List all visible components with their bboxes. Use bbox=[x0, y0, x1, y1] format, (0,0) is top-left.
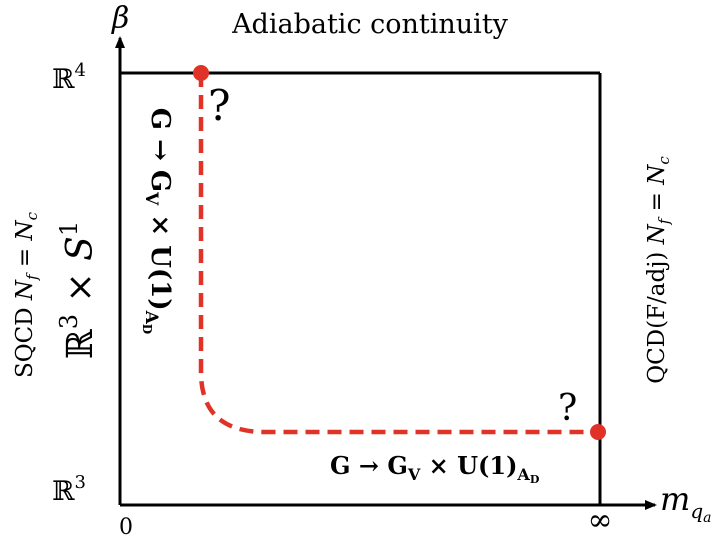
continuity-path bbox=[198, 73, 598, 435]
right-theory-label: QCD(F/adj) Nf = Nc bbox=[644, 156, 673, 384]
right-endpoint-dot bbox=[590, 424, 606, 440]
diagram-title: Adiabatic continuity bbox=[231, 9, 509, 40]
x-tick-infinity: ∞ bbox=[588, 503, 613, 538]
manifold-label: ℝ3 × S1 bbox=[55, 221, 101, 359]
y-axis-label: β bbox=[111, 1, 129, 36]
left-theory-label: SQCD Nf = Nc bbox=[12, 211, 41, 378]
y-top-label: ℝ4 bbox=[52, 60, 86, 95]
vertical-breaking-label: G → GV × U(1)AD bbox=[140, 108, 175, 334]
y-bottom-label: ℝ3 bbox=[52, 472, 86, 507]
top-endpoint-dot bbox=[193, 65, 209, 81]
top-question-mark: ? bbox=[208, 81, 231, 130]
x-axis-label: mqa bbox=[660, 480, 712, 526]
x-tick-zero: 0 bbox=[119, 515, 133, 540]
horizontal-breaking-label: G → GV × U(1)AD bbox=[330, 451, 540, 486]
right-question-mark: ? bbox=[558, 388, 577, 429]
